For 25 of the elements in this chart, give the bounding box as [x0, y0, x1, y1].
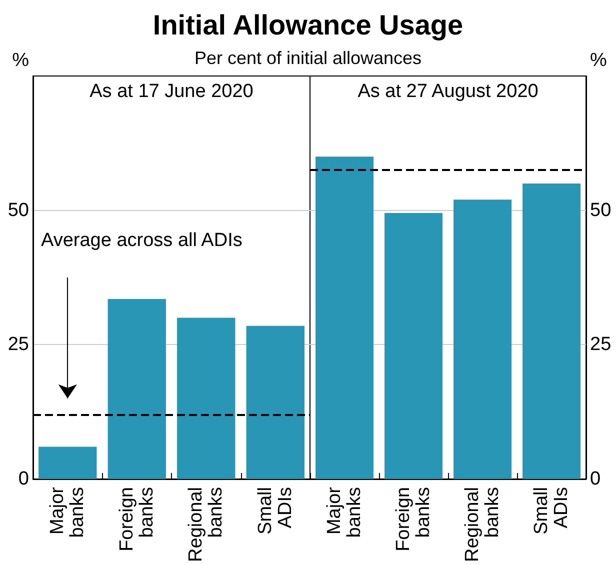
y-tick-label: 25 — [590, 334, 612, 356]
bar — [454, 200, 512, 479]
x-tick-label: Major banks — [47, 486, 88, 538]
x-tick-label: Small ADIs — [254, 487, 296, 535]
bar — [108, 298, 166, 479]
x-tick-label: Small ADIs — [531, 487, 572, 535]
y-axis-title: % — [12, 50, 30, 71]
bar — [38, 446, 97, 479]
bar — [246, 326, 304, 479]
y-axis-title: % — [590, 50, 607, 71]
bar — [316, 156, 374, 479]
bar — [522, 183, 580, 479]
chart-title: Initial Allowance Usage — [152, 10, 464, 40]
bar — [384, 213, 442, 479]
chart-subtitle: Per cent of initial allowances — [194, 48, 422, 68]
annotation: As at 27 August 2020 — [358, 81, 538, 102]
y-tick-label: 50 — [590, 200, 612, 221]
bar — [177, 318, 236, 479]
y-tick-label: 50 — [8, 200, 29, 221]
y-tick-label: 25 — [8, 334, 29, 356]
annotation: As at 17 June 2020 — [90, 81, 254, 102]
y-tick-label: 0 — [18, 468, 29, 490]
x-tick-label: Major banks — [324, 486, 365, 538]
y-tick-label: 0 — [590, 468, 601, 490]
ref-line-label: Average across all ADIs — [41, 230, 242, 251]
